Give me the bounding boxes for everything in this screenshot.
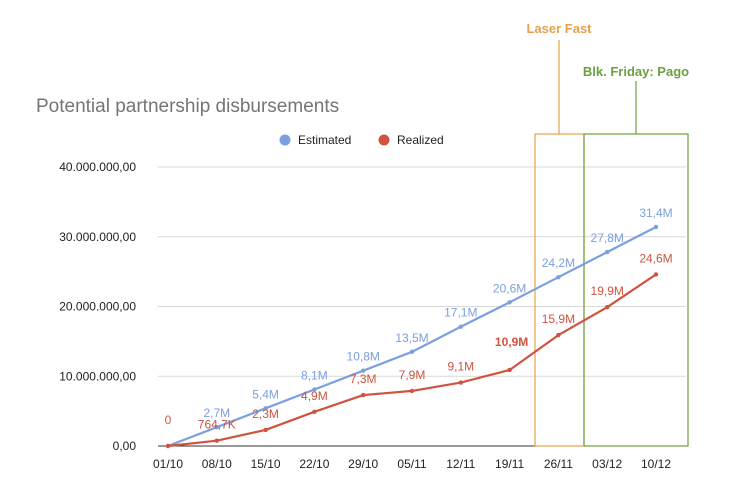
data-point-realized xyxy=(605,304,610,310)
x-axis-ticks: 01/10 08/10 15/10 22/10 29/10 05/11 12/11 19/11… xyxy=(153,457,671,471)
y-tick-label: 40.000.000,00 xyxy=(59,160,136,174)
data-label-estimated: 10,8M xyxy=(347,350,380,364)
legend: Estimated Realized xyxy=(279,133,444,147)
data-label-realized: 2,3M xyxy=(252,407,279,421)
x-tick-label: 10/12 xyxy=(641,457,671,471)
data-point-realized xyxy=(312,409,317,415)
data-label-realized: 7,9M xyxy=(399,368,426,382)
x-tick-label: 26/11 xyxy=(544,457,573,471)
annotation-box xyxy=(534,133,585,447)
data-point-realized xyxy=(263,427,268,433)
data-point-estimated xyxy=(653,224,659,230)
y-tick-label: 0,00 xyxy=(113,439,137,453)
x-tick-label: 12/11 xyxy=(446,457,475,471)
data-label-estimated: 13,5M xyxy=(395,331,428,345)
data-point-realized xyxy=(409,388,415,394)
x-tick-label: 05/11 xyxy=(397,457,426,471)
data-point-realized xyxy=(653,272,659,277)
data-label-estimated: 31,4M xyxy=(639,206,672,220)
y-tick-label: 30.000.000,00 xyxy=(59,230,136,244)
data-point-realized xyxy=(361,392,366,398)
data-label-realized: 9,1M xyxy=(447,360,474,374)
x-tick-label: 15/10 xyxy=(251,457,281,471)
x-tick-label: 01/10 xyxy=(153,457,183,471)
data-label-realized: 7,3M xyxy=(350,372,377,386)
data-label-estimated: 8,1M xyxy=(301,369,328,383)
data-label-estimated: 27,8M xyxy=(591,231,624,245)
x-tick-label: 29/10 xyxy=(348,457,378,471)
legend-marker-estimated xyxy=(279,134,291,146)
legend-label-estimated: Estimated xyxy=(298,133,351,147)
annotation-label: Laser Fast xyxy=(526,21,592,36)
x-tick-label: 08/10 xyxy=(202,457,232,471)
data-labels: 2,7M 5,4M 8,1M 10,8M 13,5M 17,1M 20,6M 24,2M 27,… xyxy=(165,206,673,432)
data-point-realized xyxy=(507,367,512,373)
legend-marker-realized xyxy=(378,134,390,146)
data-label-realized: 4,9M xyxy=(301,389,328,403)
chart-title: Potential partnership disbursements xyxy=(36,96,339,117)
annotation-label: Blk. Friday: Pago xyxy=(583,64,689,79)
data-label-estimated: 24,2M xyxy=(542,256,575,270)
data-point-estimated xyxy=(556,275,561,280)
x-tick-label: 03/12 xyxy=(592,457,622,471)
data-label-estimated: 20,6M xyxy=(493,281,526,295)
data-label-realized: 15,9M xyxy=(542,312,575,326)
data-point-estimated xyxy=(507,300,512,305)
data-label-realized: 19,9M xyxy=(591,284,624,298)
data-point-estimated xyxy=(214,424,219,430)
data-label-realized: 10,9M xyxy=(495,335,528,349)
data-point-realized xyxy=(214,438,219,443)
data-point-estimated xyxy=(312,387,317,392)
series-line-realized xyxy=(167,273,657,448)
legend-label-realized: Realized xyxy=(397,133,444,147)
y-axis-ticks: 0,00 10.000.000,00 20.000.000,00 30.000.000… xyxy=(59,160,136,453)
data-point-estimated xyxy=(409,349,415,355)
series-lines xyxy=(165,224,659,449)
x-tick-label: 22/10 xyxy=(299,457,329,471)
data-label-estimated: 17,1M xyxy=(444,306,477,320)
data-point-estimated xyxy=(458,324,463,329)
data-point-estimated xyxy=(361,368,366,373)
data-label-estimated: 5,4M xyxy=(252,387,279,401)
data-label-realized: 764,7K xyxy=(198,418,236,432)
data-point-estimated xyxy=(263,406,268,411)
data-label-estimated: 2,7M xyxy=(203,406,230,420)
data-point-realized xyxy=(165,443,171,449)
data-point-realized xyxy=(458,380,463,385)
y-tick-label: 10.000.000,00 xyxy=(59,369,136,383)
data-point-realized xyxy=(556,332,561,338)
data-label-realized: 24,6M xyxy=(639,251,672,265)
data-label-realized: 0 xyxy=(165,413,172,427)
data-point-estimated xyxy=(605,249,610,255)
y-tick-label: 20.000.000,00 xyxy=(59,300,136,314)
x-tick-label: 19/11 xyxy=(495,457,524,471)
